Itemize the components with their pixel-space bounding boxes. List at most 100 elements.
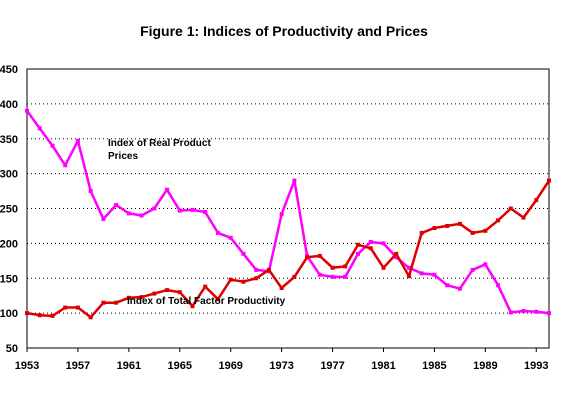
series-1-point	[114, 300, 119, 305]
y-tick-label: 350	[0, 134, 18, 146]
series-1-point	[241, 279, 246, 284]
series-1-point	[521, 215, 526, 220]
series-0-point	[25, 108, 29, 113]
series-0-point	[368, 239, 373, 244]
series-0-point	[317, 272, 322, 277]
grid-lines	[27, 103, 549, 314]
series-0-point	[75, 138, 80, 143]
series-0-point	[114, 203, 119, 208]
y-tick-label: 300	[0, 169, 18, 181]
series-0-point	[37, 126, 42, 131]
series-0-point	[215, 230, 220, 235]
series-1-line	[26, 179, 551, 319]
y-tick-label: 200	[0, 238, 18, 250]
series-0-point	[521, 309, 526, 314]
series-1-point	[152, 291, 157, 296]
series-0-point	[228, 235, 233, 240]
x-tick-label: 1965	[168, 360, 192, 372]
series-1-point	[63, 305, 68, 310]
chart-title: Figure 1: Indices of Productivity and Pr…	[140, 23, 428, 39]
series-1-point	[419, 230, 424, 235]
series-0-point	[254, 267, 259, 272]
y-tick-label: 250	[0, 204, 18, 216]
series-0-point	[406, 265, 411, 270]
series-1-point	[330, 265, 335, 270]
x-tick-label: 1977	[320, 360, 344, 372]
y-tick-label: 400	[0, 99, 18, 111]
series-1-point	[215, 297, 220, 302]
series-0-point	[190, 207, 195, 212]
series-1-point	[75, 305, 80, 310]
y-tick-label: 450	[0, 64, 18, 76]
series-1-point	[305, 255, 310, 260]
annotation-productivity: Index of Total Factor Productivity	[127, 296, 286, 307]
series-0-point	[432, 272, 437, 277]
series-1-point	[266, 267, 271, 272]
series-0-point	[241, 251, 246, 256]
series-0-point	[177, 208, 182, 213]
series-0-point	[356, 251, 361, 256]
series-0-point	[203, 209, 208, 214]
series-1-point	[228, 277, 233, 282]
series-0-point	[483, 262, 488, 267]
x-tick-label: 1993	[524, 360, 548, 372]
series-1-point	[165, 288, 170, 293]
series-0-point	[126, 211, 131, 216]
x-tick-label: 1969	[218, 360, 242, 372]
series-0-line	[25, 110, 550, 315]
series-1-point	[547, 178, 551, 183]
series-1-point	[50, 313, 55, 318]
x-tick-label: 1957	[66, 360, 90, 372]
series-1-point	[496, 218, 501, 223]
series-1-point	[190, 304, 195, 309]
x-tick-label: 1973	[269, 360, 293, 372]
x-tick-label: 1961	[117, 360, 141, 372]
series-0-point	[381, 241, 386, 246]
series-0-point	[165, 187, 170, 192]
annotation-price-line2: Prices	[108, 151, 138, 162]
series-0-point	[330, 274, 335, 279]
series-1-point	[177, 290, 182, 295]
series-1-point	[292, 274, 297, 279]
series-0-point	[279, 212, 284, 217]
series-0-point	[101, 216, 106, 221]
series-1-point	[356, 242, 361, 247]
series-1-point	[368, 246, 373, 251]
series-group	[25, 108, 551, 320]
series-0-point	[88, 189, 93, 194]
plot-frame	[26, 68, 550, 349]
series-1-point	[445, 223, 450, 228]
y-tick-label: 100	[0, 308, 18, 320]
series-1-point	[381, 265, 386, 270]
series-0-point	[63, 163, 68, 168]
x-axis: 1953 1957 1961 1965 1969 1973 1977 1981 1985 1989…	[15, 348, 549, 372]
series-1-point	[394, 251, 399, 256]
series-1-point	[508, 206, 513, 211]
series-0-point	[496, 283, 501, 288]
series-0-point	[445, 283, 450, 288]
series-0-point	[508, 310, 513, 315]
series-0-point	[139, 213, 144, 218]
series-1-point	[406, 274, 411, 279]
x-tick-label: 1989	[473, 360, 497, 372]
series-1-point	[254, 276, 259, 281]
series-1-point	[343, 264, 348, 269]
series-0-point	[547, 311, 551, 316]
series-1-point	[534, 198, 539, 203]
series-0-point	[470, 267, 475, 272]
series-1-point	[483, 228, 488, 233]
series-1-point	[25, 311, 29, 316]
series-0-point	[50, 143, 55, 148]
series-1-point	[37, 313, 42, 318]
series-1-point	[203, 284, 208, 289]
series-1-point	[139, 295, 144, 300]
series-1-point	[101, 300, 106, 305]
y-tick-label: 50	[6, 343, 18, 355]
series-1-point	[457, 221, 462, 226]
series-0-point	[394, 255, 399, 260]
series-1-point	[470, 230, 475, 235]
series-0-point	[152, 206, 157, 211]
series-0-point	[419, 271, 424, 276]
x-tick-label: 1981	[371, 360, 395, 372]
